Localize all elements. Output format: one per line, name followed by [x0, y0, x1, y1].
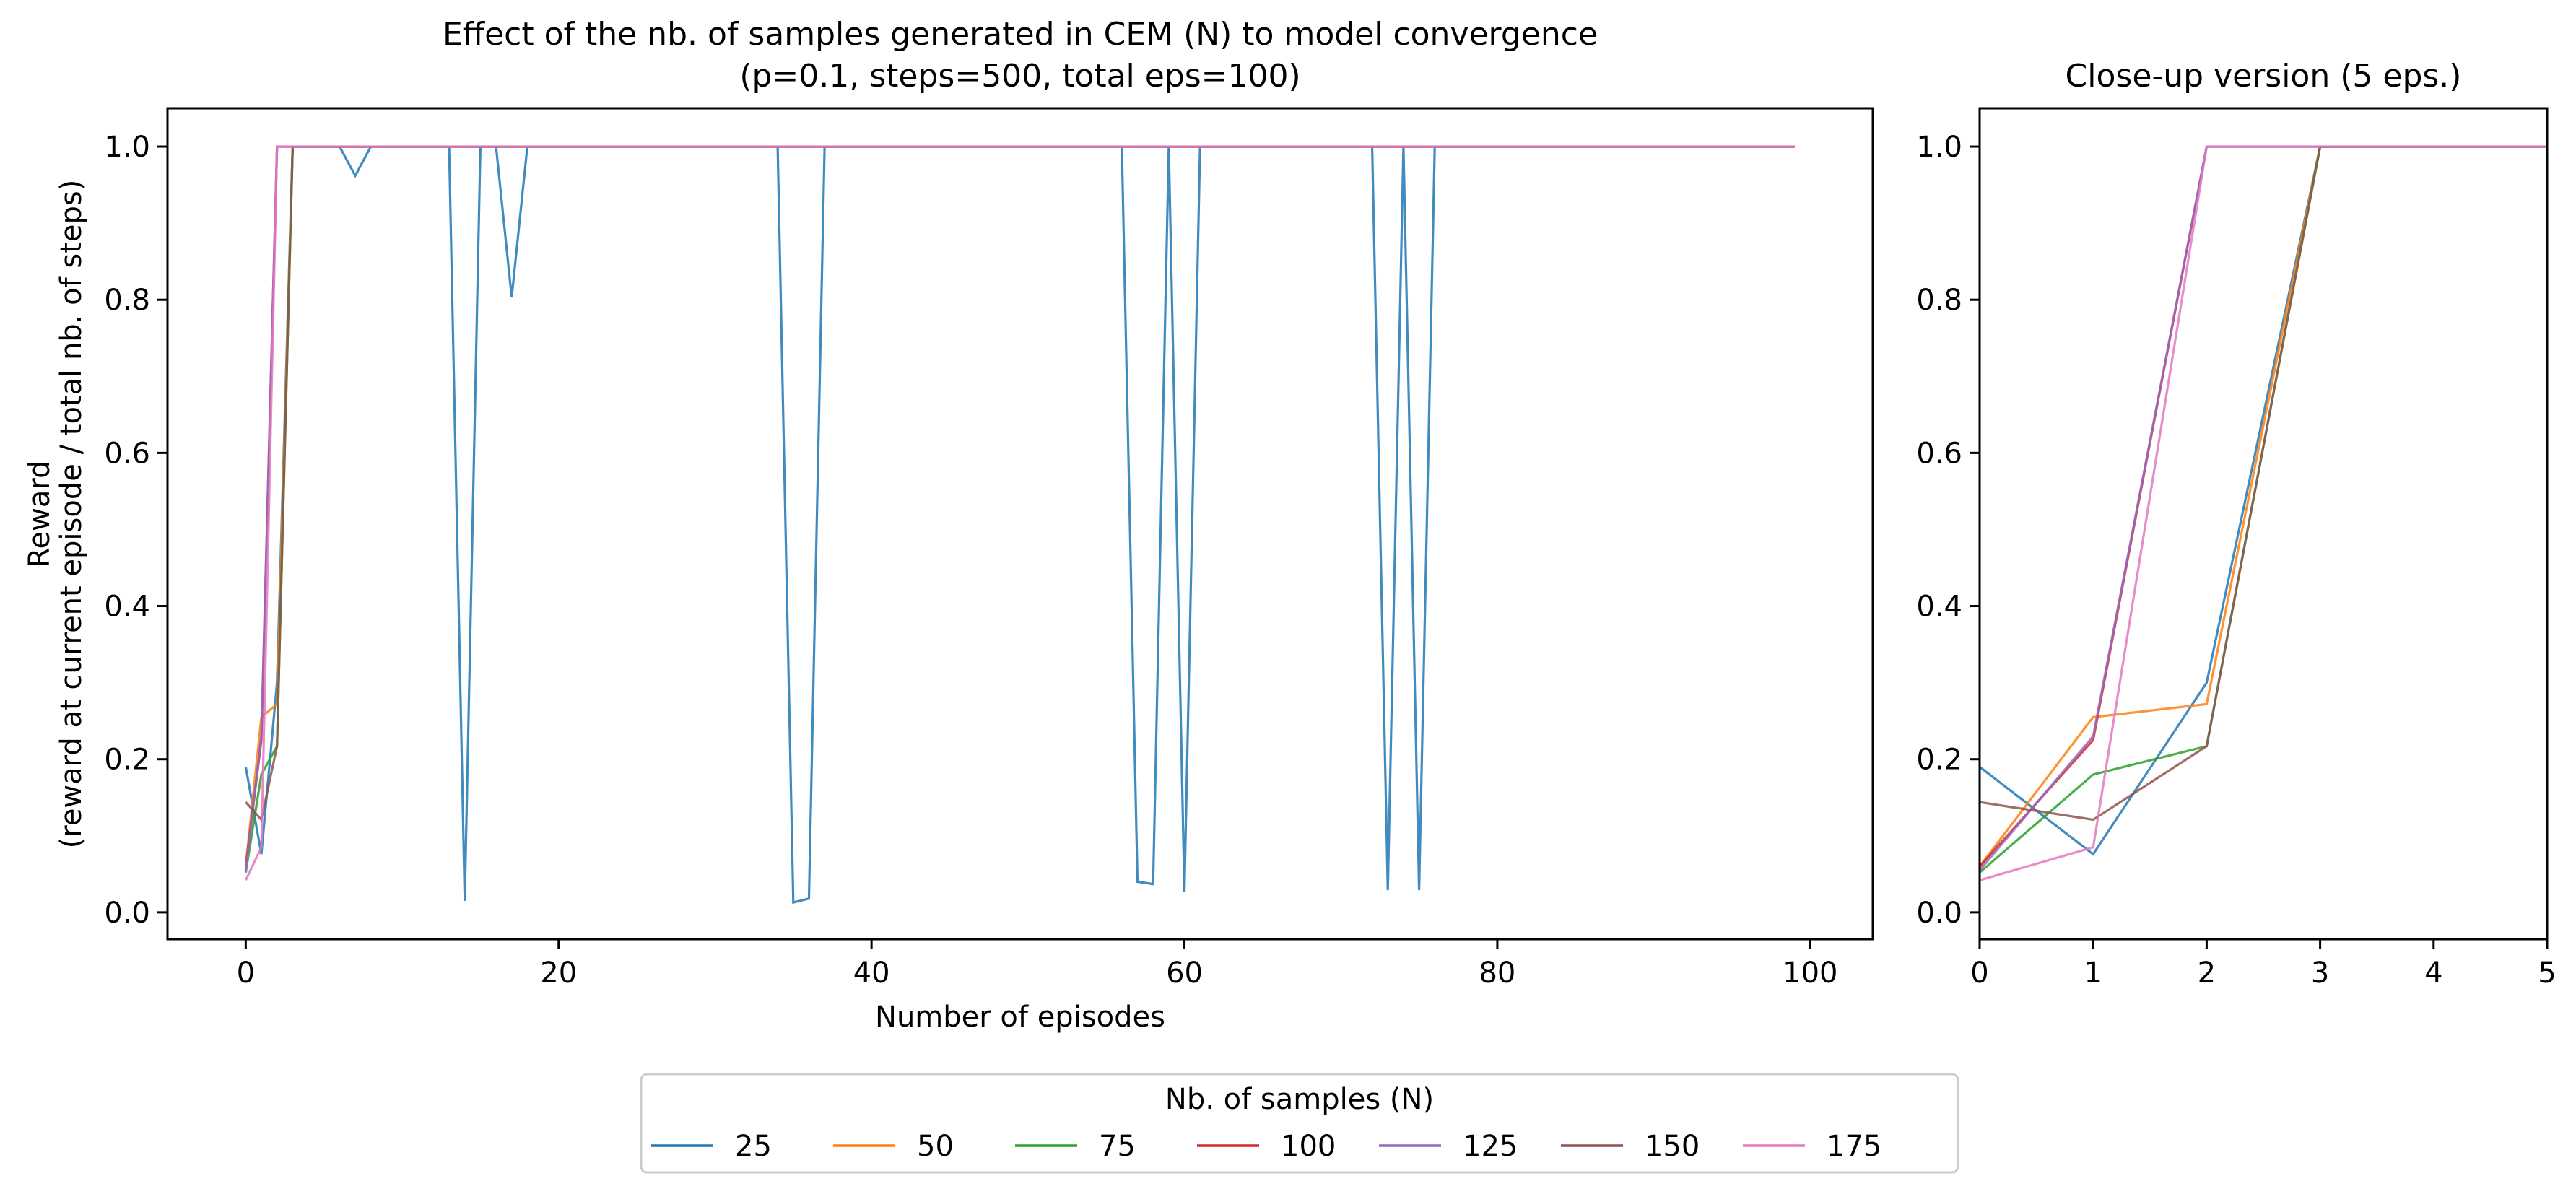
legend-box: [640, 1073, 1959, 1174]
main-x-axis-label: Number of episodes: [875, 1001, 1165, 1034]
main-x-tick-label: 0: [237, 956, 255, 990]
main-series-line-175: [244, 145, 1795, 881]
legend-label: 100: [1281, 1130, 1336, 1163]
closeup-x-tick-label: 3: [2311, 956, 2329, 990]
legend: Nb. of samples (N) 25 50 75 100 125 150 175: [640, 1073, 1959, 1174]
main-x-tick-label: 40: [853, 956, 890, 990]
main-chart-subtitle: (p=0.1, steps=500, total eps=100): [739, 58, 1300, 95]
legend-entry-100: 100: [1197, 1130, 1336, 1163]
main-y-tick-label: 0.8: [104, 284, 150, 317]
legend-entry-150: 150: [1561, 1130, 1700, 1163]
main-y-tick-label: 1.0: [104, 131, 150, 164]
main-plot-frame: [166, 107, 1874, 941]
closeup-y-tick-label: 0.0: [1916, 897, 1962, 930]
closeup-y-tick-label: 1.0: [1916, 131, 1962, 164]
legend-entry-125: 125: [1379, 1130, 1518, 1163]
main-x-tick-label: 80: [1479, 956, 1515, 990]
closeup-plot-frame: [1978, 107, 2549, 941]
legend-entry-75: 75: [1015, 1130, 1136, 1163]
closeup-x-tick-label: 2: [2198, 956, 2216, 990]
closeup-y-tick-label: 0.4: [1916, 591, 1962, 624]
main-y-tick-label: 0.2: [104, 744, 150, 777]
closeup-series-layer: [1980, 145, 2547, 881]
closeup-x-tick-label: 5: [2538, 956, 2556, 990]
closeup-y-tick-label: 0.2: [1916, 744, 1962, 777]
closeup-x-tick-label: 4: [2424, 956, 2442, 990]
main-chart: Effect of the nb. of samples generated i…: [23, 16, 1874, 1034]
main-y-axis-label-2: (reward at current episode / total nb. o…: [55, 180, 88, 849]
closeup-x-tick-label: 0: [1970, 956, 1988, 990]
legend-entry-50: 50: [833, 1130, 954, 1163]
legend-label: 175: [1827, 1130, 1881, 1163]
legend-label: 25: [735, 1130, 772, 1163]
closeup-series-line-175: [1980, 145, 2547, 881]
main-series-layer: [244, 145, 1795, 905]
closeup-series-line-50: [1980, 145, 2547, 868]
closeup-series-line-125: [1980, 145, 2547, 871]
closeup-x-tick-label: 1: [2084, 956, 2102, 990]
main-y-tick-label: 0.4: [104, 591, 150, 624]
closeup-y-tick-label: 0.6: [1916, 437, 1962, 470]
legend-entry-175: 175: [1743, 1130, 1881, 1163]
legend-label: 75: [1099, 1130, 1136, 1163]
main-y-tick-label: 0.6: [104, 437, 150, 470]
main-tick-layer: 0 20 40 60 80 100 0.0 0.2 0.4 0.6 0.8 1.0: [104, 131, 1837, 990]
main-x-tick-label: 60: [1166, 956, 1203, 990]
main-y-tick-label: 0.0: [104, 897, 150, 930]
closeup-series-line-100: [1980, 145, 2547, 868]
closeup-y-tick-label: 0.8: [1916, 284, 1962, 317]
main-x-tick-label: 100: [1783, 956, 1837, 990]
closeup-chart: Close-up version (5 eps.) 0 1 2 3 4 5 0.0 0.2 0.…: [1916, 58, 2556, 990]
legend-label: 150: [1645, 1130, 1700, 1163]
main-x-tick-label: 20: [540, 956, 577, 990]
legend-label: 50: [917, 1130, 954, 1163]
legend-entry-25: 25: [651, 1130, 772, 1163]
closeup-series-line-150: [1980, 145, 2547, 822]
main-chart-title: Effect of the nb. of samples generated i…: [443, 16, 1598, 53]
closeup-chart-title: Close-up version (5 eps.): [2066, 58, 2462, 95]
legend-entries: 25 50 75 100 125 150 175: [651, 1130, 1881, 1163]
legend-title: Nb. of samples (N): [1165, 1083, 1434, 1116]
main-series-line-25: [244, 145, 1795, 905]
closeup-series-line-75: [1980, 145, 2547, 873]
legend-label: 125: [1463, 1130, 1518, 1163]
closeup-series-line-25: [1980, 145, 2547, 856]
main-y-axis-label: Reward: [23, 461, 56, 568]
closeup-tick-layer: 0 1 2 3 4 5 0.0 0.2 0.4 0.6 0.8 1.0: [1916, 131, 2556, 990]
